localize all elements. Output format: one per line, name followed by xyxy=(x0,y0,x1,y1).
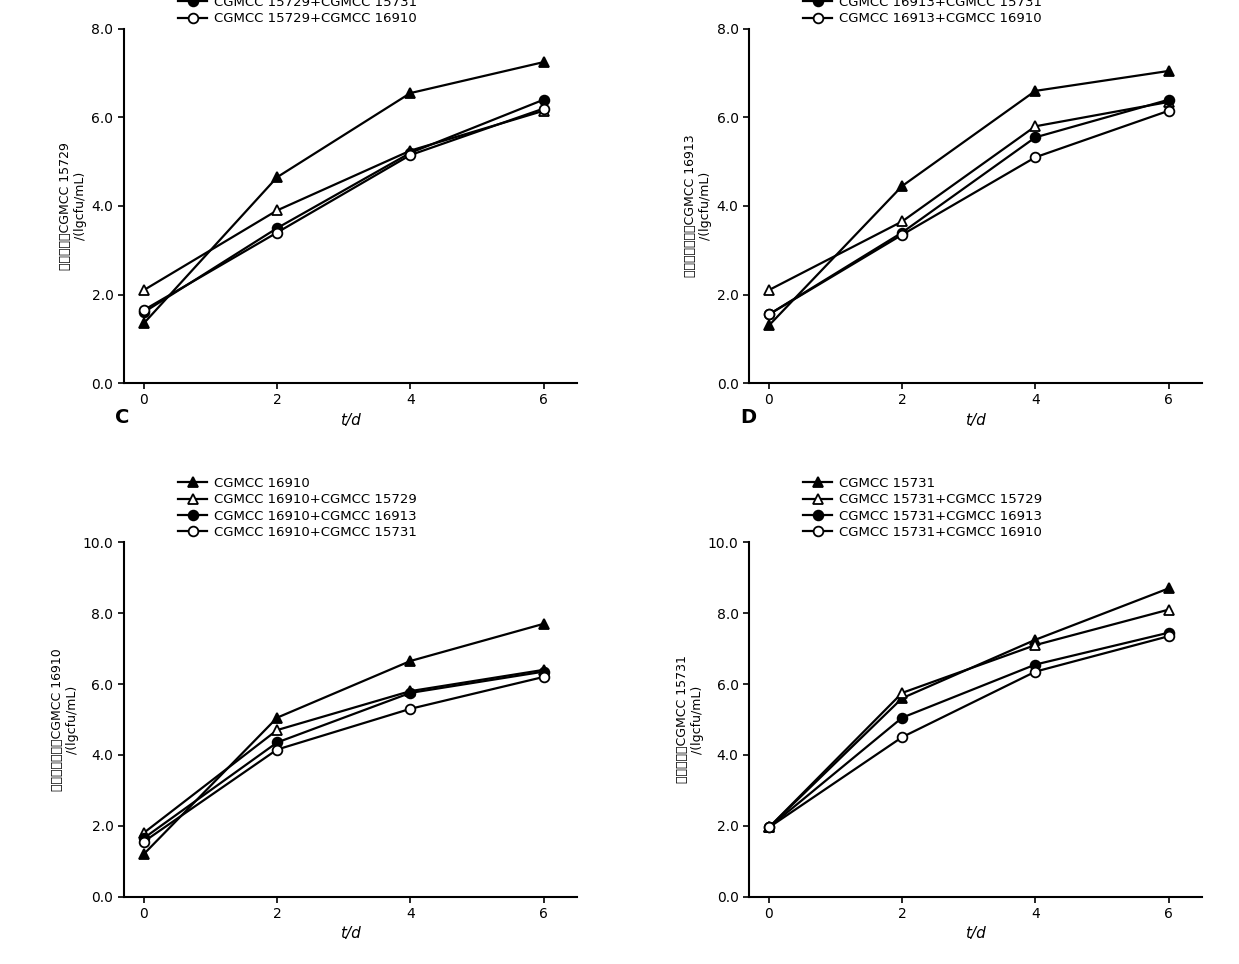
Line: CGMCC 15731+CGMCC 16910: CGMCC 15731+CGMCC 16910 xyxy=(764,631,1173,832)
Line: CGMCC 15729: CGMCC 15729 xyxy=(139,57,549,328)
Line: CGMCC 15729+CGMCC 16910: CGMCC 15729+CGMCC 16910 xyxy=(139,104,549,315)
Line: CGMCC 15731: CGMCC 15731 xyxy=(764,583,1173,832)
CGMCC 15729+CGMCC 15731 xyxy=(136,307,151,318)
Legend: CGMCC 16910, CGMCC 16910+CGMCC 15729, CGMCC 16910+CGMCC 16913, CGMCC 16910+CGMCC: CGMCC 16910, CGMCC 16910+CGMCC 15729, CG… xyxy=(178,477,416,539)
CGMCC 15731 xyxy=(1161,582,1176,594)
CGMCC 16913+CGMCC 16910 xyxy=(1028,151,1043,163)
X-axis label: t/d: t/d xyxy=(339,926,361,942)
CGMCC 15729+CGMCC 16910 xyxy=(270,227,285,238)
CGMCC 16910 xyxy=(270,711,285,723)
Line: CGMCC 16913: CGMCC 16913 xyxy=(764,67,1173,331)
Y-axis label: 蒙海威芽孢杆菌CGMCC 16910
/(lgcfu/mL): 蒙海威芽孢杆菌CGMCC 16910 /(lgcfu/mL) xyxy=(51,648,78,790)
Line: CGMCC 16913+CGMCC 15729: CGMCC 16913+CGMCC 15729 xyxy=(764,97,1173,295)
CGMCC 16910+CGMCC 16913 xyxy=(270,736,285,748)
CGMCC 15729+CGMCC 16910 xyxy=(403,149,418,161)
CGMCC 15729 xyxy=(136,317,151,329)
X-axis label: t/d: t/d xyxy=(965,926,986,942)
Line: CGMCC 15729+CGMCC 16913: CGMCC 15729+CGMCC 16913 xyxy=(139,106,549,295)
CGMCC 16910+CGMCC 15731 xyxy=(136,836,151,847)
CGMCC 15729+CGMCC 15731 xyxy=(270,223,285,234)
CGMCC 16913+CGMCC 15729 xyxy=(1028,120,1043,132)
CGMCC 15731+CGMCC 16910 xyxy=(1028,666,1043,678)
CGMCC 16913+CGMCC 15731 xyxy=(762,308,777,320)
Line: CGMCC 16910: CGMCC 16910 xyxy=(139,619,549,859)
CGMCC 15731+CGMCC 16913 xyxy=(762,821,777,833)
CGMCC 16913+CGMCC 15731 xyxy=(1028,132,1043,144)
CGMCC 15731+CGMCC 16910 xyxy=(1161,630,1176,642)
CGMCC 16910 xyxy=(403,656,418,667)
CGMCC 16913+CGMCC 15729 xyxy=(762,284,777,296)
CGMCC 16910+CGMCC 15731 xyxy=(270,744,285,756)
Legend: CGMCC 15729, CGMCC 15729+CGMCC 16913, CGMCC 15729+CGMCC 15731, CGMCC 15729+CGMCC: CGMCC 15729, CGMCC 15729+CGMCC 16913, CG… xyxy=(178,0,418,25)
Text: C: C xyxy=(115,408,129,427)
Line: CGMCC 16910+CGMCC 15729: CGMCC 16910+CGMCC 15729 xyxy=(139,665,549,838)
CGMCC 15729+CGMCC 16913 xyxy=(403,145,418,156)
CGMCC 15729+CGMCC 16913 xyxy=(136,284,151,296)
CGMCC 15731+CGMCC 15729 xyxy=(1161,603,1176,615)
CGMCC 15729+CGMCC 16913 xyxy=(536,105,551,117)
CGMCC 16913+CGMCC 15729 xyxy=(895,216,909,228)
CGMCC 15731+CGMCC 16910 xyxy=(895,732,909,743)
CGMCC 16910 xyxy=(136,848,151,860)
CGMCC 16913 xyxy=(1161,66,1176,77)
Line: CGMCC 16913+CGMCC 15731: CGMCC 16913+CGMCC 15731 xyxy=(764,94,1173,319)
CGMCC 16913+CGMCC 15731 xyxy=(895,227,909,238)
CGMCC 15731 xyxy=(1028,634,1043,646)
CGMCC 15731+CGMCC 16913 xyxy=(895,711,909,723)
CGMCC 16910+CGMCC 15729 xyxy=(536,664,551,676)
CGMCC 15731+CGMCC 15729 xyxy=(762,821,777,833)
CGMCC 16913 xyxy=(895,180,909,192)
Y-axis label: 葡萄假丝酵母菌CGMCC 16913
/(lgcfu/mL): 葡萄假丝酵母菌CGMCC 16913 /(lgcfu/mL) xyxy=(684,135,712,278)
CGMCC 15729+CGMCC 15731 xyxy=(403,147,418,159)
Legend: CGMCC 15731, CGMCC 15731+CGMCC 15729, CGMCC 15731+CGMCC 16913, CGMCC 15731+CGMCC: CGMCC 15731, CGMCC 15731+CGMCC 15729, CG… xyxy=(803,477,1042,539)
CGMCC 15729+CGMCC 16910 xyxy=(136,305,151,316)
CGMCC 16913+CGMCC 15729 xyxy=(1161,96,1176,108)
CGMCC 15729+CGMCC 16913 xyxy=(270,204,285,216)
CGMCC 16910+CGMCC 16913 xyxy=(403,687,418,699)
CGMCC 16913+CGMCC 16910 xyxy=(762,308,777,320)
Legend: CGMCC 16913, CGMCC 16913+CGMCC 15729, CGMCC 16913+CGMCC 15731, CGMCC 16913+CGMCC: CGMCC 16913, CGMCC 16913+CGMCC 15729, CG… xyxy=(803,0,1042,25)
CGMCC 16913+CGMCC 16910 xyxy=(1161,105,1176,117)
CGMCC 16910+CGMCC 15729 xyxy=(403,685,418,697)
Y-axis label: 植物乳杆菌CGMCC 15731
/(lgcfu/mL): 植物乳杆菌CGMCC 15731 /(lgcfu/mL) xyxy=(675,656,704,784)
Text: D: D xyxy=(740,408,756,427)
CGMCC 16910+CGMCC 15731 xyxy=(403,703,418,714)
CGMCC 16913 xyxy=(762,320,777,332)
CGMCC 16913 xyxy=(1028,85,1043,96)
CGMCC 15731+CGMCC 15729 xyxy=(895,687,909,699)
CGMCC 16910+CGMCC 15731 xyxy=(536,671,551,683)
CGMCC 16910+CGMCC 15729 xyxy=(136,827,151,839)
CGMCC 15729 xyxy=(536,56,551,67)
Y-axis label: 酥酒酵母菌CGMCC 15729
/(lgcfu/mL): 酥酒酵母菌CGMCC 15729 /(lgcfu/mL) xyxy=(59,142,87,270)
CGMCC 16910+CGMCC 16913 xyxy=(536,666,551,678)
X-axis label: t/d: t/d xyxy=(339,413,361,428)
CGMCC 16910+CGMCC 15729 xyxy=(270,724,285,736)
Line: CGMCC 16910+CGMCC 16913: CGMCC 16910+CGMCC 16913 xyxy=(139,667,549,843)
Line: CGMCC 15731+CGMCC 16913: CGMCC 15731+CGMCC 16913 xyxy=(764,628,1173,832)
Line: CGMCC 15729+CGMCC 15731: CGMCC 15729+CGMCC 15731 xyxy=(139,94,549,317)
CGMCC 15731+CGMCC 16910 xyxy=(762,821,777,833)
CGMCC 16910+CGMCC 16913 xyxy=(136,832,151,844)
Line: CGMCC 16913+CGMCC 16910: CGMCC 16913+CGMCC 16910 xyxy=(764,106,1173,319)
CGMCC 15729+CGMCC 15731 xyxy=(536,94,551,105)
CGMCC 16913+CGMCC 16910 xyxy=(895,229,909,241)
CGMCC 15731+CGMCC 15729 xyxy=(1028,639,1043,651)
CGMCC 15729+CGMCC 16910 xyxy=(536,103,551,115)
CGMCC 16913+CGMCC 15731 xyxy=(1161,94,1176,105)
X-axis label: t/d: t/d xyxy=(965,413,986,428)
CGMCC 15729 xyxy=(270,172,285,183)
CGMCC 16910 xyxy=(536,618,551,629)
CGMCC 15729 xyxy=(403,88,418,99)
CGMCC 15731+CGMCC 16913 xyxy=(1028,658,1043,670)
CGMCC 15731 xyxy=(762,821,777,833)
Line: CGMCC 15731+CGMCC 15729: CGMCC 15731+CGMCC 15729 xyxy=(764,604,1173,832)
Line: CGMCC 16910+CGMCC 15731: CGMCC 16910+CGMCC 15731 xyxy=(139,672,549,846)
CGMCC 15731 xyxy=(895,692,909,704)
CGMCC 15731+CGMCC 16913 xyxy=(1161,627,1176,638)
